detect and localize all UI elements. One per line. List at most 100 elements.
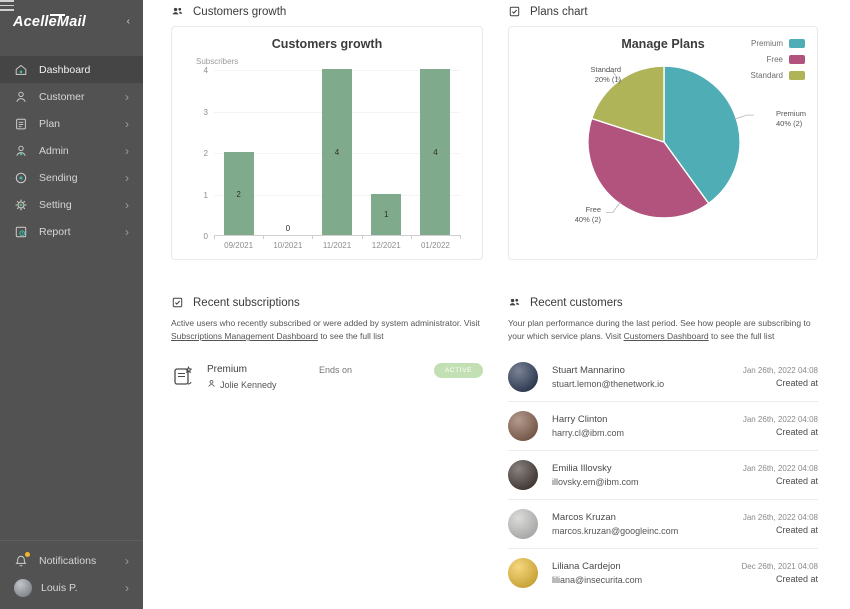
sidebar-item-louis-p-[interactable]: Louis P. › xyxy=(0,574,143,601)
subscription-item[interactable]: Premium Jolie Kennedy Ends on ACTIVE xyxy=(171,363,483,390)
x-axis-tick xyxy=(214,235,215,239)
customer-avatar xyxy=(508,411,538,442)
subscriptions-management-dashboard-link[interactable]: Subscriptions Management Dashboard xyxy=(171,331,318,342)
customer-name: Stuart Mannarino xyxy=(552,365,625,377)
customer-email: illovsky.em@ibm.com xyxy=(552,477,639,488)
customer-name: Marcos Kruzan xyxy=(552,512,616,524)
customer-avatar xyxy=(508,460,538,491)
clipboard-check-icon xyxy=(508,5,521,18)
customer-created: Jan 26th, 2022 04:08 Created at xyxy=(743,513,818,535)
pie-callout-standard: Standard 20% (1) xyxy=(590,65,621,85)
customer-name: Harry Clinton xyxy=(552,414,608,426)
plans-chart-section: Plans chart Manage Plans Premium Free Stan… xyxy=(508,0,818,260)
legend-swatch xyxy=(789,39,805,48)
customer-row[interactable]: Stuart Mannarino stuart.lemon@thenetwork.… xyxy=(508,353,818,403)
x-axis-label: 01/2022 xyxy=(420,241,450,250)
x-axis-tick xyxy=(410,235,412,239)
sidebar-menu: Dashboard Customer › Plan › Admin › Sending › Set… xyxy=(0,56,143,245)
bell-icon xyxy=(14,551,30,568)
customer-row[interactable]: Liliana Cardejon liliana@insecurita.com De… xyxy=(508,549,818,597)
clipboard-check-icon xyxy=(171,296,184,309)
customer-row[interactable]: Emilia Illovsky illovsky.em@ibm.com Jan 26… xyxy=(508,451,818,501)
customer-created-date: Jan 26th, 2022 04:08 xyxy=(742,513,818,523)
sidebar-item-label: Admin xyxy=(39,144,69,157)
bar-value-label: 4 xyxy=(433,148,438,157)
bar-value-label: 0 xyxy=(285,224,291,233)
customer-created-date: Jan 26th, 2022 04:08 xyxy=(742,464,818,474)
pie-legend: Premium Free Standard xyxy=(751,39,805,80)
ends-on-label: Ends on xyxy=(319,365,353,376)
gear-icon xyxy=(14,198,28,212)
customer-created: Jan 26th, 2022 04:08 Created at xyxy=(743,464,818,486)
bar-chart-xlabels: 09/2021 10/2021 11/2021 12/2021 01/2022 xyxy=(214,241,460,250)
customer-info: Stuart Mannarino stuart.lemon@thenetwork.… xyxy=(552,365,743,389)
sidebar-item-label: Sending xyxy=(39,171,78,184)
sidebar-item-setting[interactable]: Setting › xyxy=(0,191,143,218)
x-axis-label: 11/2021 xyxy=(322,241,352,250)
bar-12/2021 xyxy=(371,193,402,235)
customer-created-date: Jan 26th, 2022 04:08 xyxy=(742,366,818,376)
legend-item-free[interactable]: Free xyxy=(751,55,805,64)
sidebar-collapse-icon[interactable]: ‹ xyxy=(0,0,130,27)
bar-slot: 4 xyxy=(312,69,361,235)
customer-created-date: Jan 26th, 2022 04:08 xyxy=(742,415,818,425)
section-title-plans-chart: Plans chart xyxy=(530,5,588,18)
chevron-right-icon: › xyxy=(125,553,129,568)
legend-label: Premium xyxy=(750,39,783,48)
recent-customers-description: Your plan performance during the last pe… xyxy=(508,318,811,342)
legend-label: Standard xyxy=(750,71,783,80)
y-axis-tick: 1 xyxy=(203,190,208,200)
sidebar-item-label: Dashboard xyxy=(39,63,91,76)
customer-name: Emilia Illovsky xyxy=(552,463,612,475)
chevron-right-icon: › xyxy=(125,170,129,185)
pie-callout-free: Free 40% (2) xyxy=(574,205,601,225)
bar-value-label: 2 xyxy=(236,189,241,199)
sidebar-item-plan[interactable]: Plan › xyxy=(0,110,143,137)
legend-swatch xyxy=(789,55,805,64)
customers-growth-section: Customers growth Customers growth Subscr… xyxy=(171,0,483,260)
customer-created: Jan 26th, 2022 04:08 Created at xyxy=(743,366,818,388)
plans-chart-card: Manage Plans Premium Free Standard Premium… xyxy=(508,26,818,260)
pie-chart-title: Manage Plans xyxy=(621,37,705,51)
legend-item-standard[interactable]: Standard xyxy=(751,71,805,80)
bar-chart-ylabel: Subscribers xyxy=(196,57,239,66)
plan-icon xyxy=(14,117,28,131)
sidebar-item-report[interactable]: Report › xyxy=(0,218,143,245)
customer-avatar xyxy=(508,509,538,540)
sidebar-item-label: Setting xyxy=(39,198,72,211)
created-at-label: Created at xyxy=(775,378,818,389)
legend-item-premium[interactable]: Premium xyxy=(751,39,805,48)
chevron-right-icon: › xyxy=(125,197,129,212)
section-title-customers-growth: Customers growth xyxy=(193,5,287,18)
report-icon xyxy=(14,225,28,239)
app-logo: AcelleMail xyxy=(13,14,86,30)
plan-star-icon xyxy=(171,364,195,388)
customer-avatar xyxy=(508,362,538,393)
bars: 2 0 4 1 4 xyxy=(214,69,460,235)
customer-email: harry.cl@ibm.com xyxy=(552,428,624,439)
y-axis-tick: 2 xyxy=(203,149,208,158)
sidebar-item-dashboard[interactable]: Dashboard xyxy=(0,56,143,83)
pie-leader-line xyxy=(605,201,621,213)
pie-leader-line xyxy=(605,71,621,83)
sidebar-item-customer[interactable]: Customer › xyxy=(0,83,143,110)
sidebar-item-notifications[interactable]: Notifications › xyxy=(0,547,143,574)
section-title-recent-subscriptions: Recent subscriptions xyxy=(193,296,300,309)
bar-slot: 2 xyxy=(214,70,263,235)
x-axis-label: 09/2021 xyxy=(224,241,254,250)
customer-row[interactable]: Marcos Kruzan marcos.kruzan@googleinc.com… xyxy=(508,500,818,550)
sidebar-item-admin[interactable]: Admin › xyxy=(0,137,143,164)
sidebar-header: AcelleMail ‹ xyxy=(0,0,143,44)
bar-slot: 0 xyxy=(263,70,312,235)
bar-chart-title: Customers growth xyxy=(271,37,383,51)
sidebar-item-label: Louis P. xyxy=(41,581,78,594)
customers-dashboard-link[interactable]: Customers Dashboard xyxy=(623,331,709,342)
sidebar-item-label: Report xyxy=(39,225,71,238)
customer-row[interactable]: Harry Clinton harry.cl@ibm.com Jan 26th, 2… xyxy=(508,402,818,452)
main-content: Customers growth Customers growth Subscr… xyxy=(143,0,850,597)
chevron-right-icon: › xyxy=(125,116,129,131)
user-avatar xyxy=(14,578,32,597)
bar-slot: 4 xyxy=(411,69,460,235)
sidebar-item-sending[interactable]: Sending › xyxy=(0,164,143,191)
